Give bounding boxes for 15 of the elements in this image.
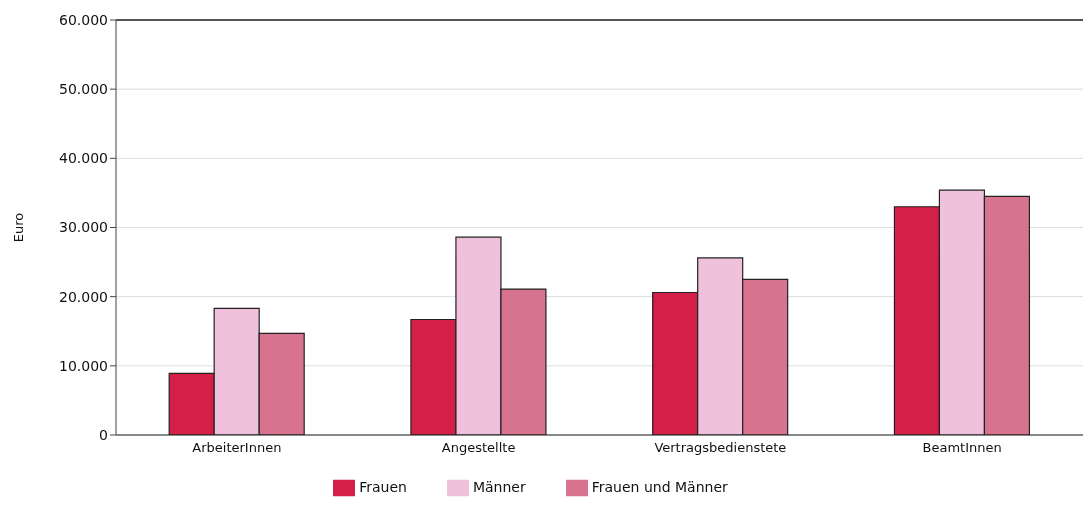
legend-label: Frauen	[359, 479, 407, 495]
x-tick-label: ArbeiterInnen	[192, 440, 282, 456]
y-axis-title: Euro	[10, 212, 26, 243]
y-tick-label: 20.000	[59, 288, 108, 305]
legend-label: Frauen und Männer	[591, 479, 728, 495]
y-tick-label: 0	[99, 426, 108, 443]
y-tick-label: 10.000	[59, 357, 108, 374]
y-tick-label: 40.000	[59, 150, 108, 167]
y-tick-label: 50.000	[59, 81, 108, 98]
y-tick-label: 30.000	[59, 219, 108, 236]
x-tick-label: Angestellte	[441, 440, 516, 456]
legend-label: Männer	[472, 479, 526, 495]
x-tick-label: BeamtInnen	[922, 440, 1002, 456]
y-tick-label: 60.000	[59, 11, 108, 28]
x-tick-label: Vertragsbedienstete	[654, 440, 787, 456]
